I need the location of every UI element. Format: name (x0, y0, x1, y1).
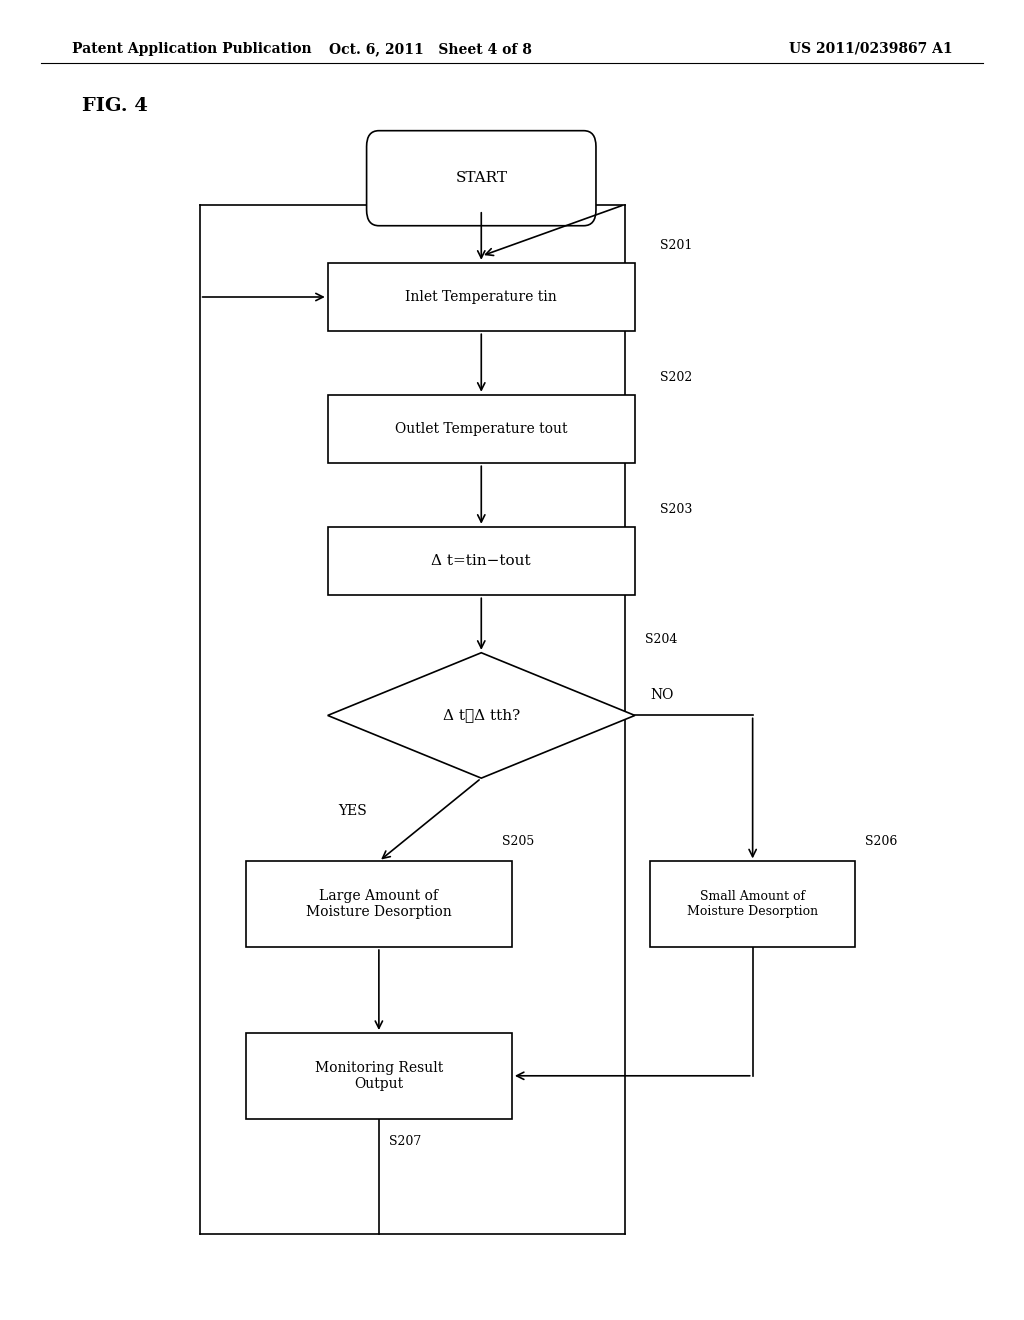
Text: Inlet Temperature tin: Inlet Temperature tin (406, 290, 557, 304)
Bar (328, 395, 635, 463)
Text: Δ t≧Δ tth?: Δ t≧Δ tth? (442, 709, 520, 722)
Text: Δ t=tin−tout: Δ t=tin−tout (431, 554, 531, 568)
Text: S203: S203 (660, 503, 693, 516)
Text: Monitoring Result
Output: Monitoring Result Output (314, 1061, 443, 1090)
Text: START: START (456, 172, 507, 185)
Text: Oct. 6, 2011   Sheet 4 of 8: Oct. 6, 2011 Sheet 4 of 8 (329, 42, 531, 55)
Text: US 2011/0239867 A1: US 2011/0239867 A1 (788, 42, 952, 55)
Text: FIG. 4: FIG. 4 (82, 96, 147, 115)
FancyBboxPatch shape (367, 131, 596, 226)
Text: Outlet Temperature tout: Outlet Temperature tout (395, 422, 567, 436)
Text: Patent Application Publication: Patent Application Publication (72, 42, 311, 55)
Bar (328, 263, 635, 331)
Text: S202: S202 (660, 371, 692, 384)
Bar (650, 862, 855, 948)
Bar (246, 862, 512, 948)
Bar (328, 527, 635, 595)
Text: S201: S201 (660, 239, 693, 252)
Text: Small Amount of
Moisture Desorption: Small Amount of Moisture Desorption (687, 890, 818, 919)
Text: S206: S206 (865, 836, 898, 847)
Text: YES: YES (338, 804, 367, 818)
Text: Large Amount of
Moisture Desorption: Large Amount of Moisture Desorption (306, 890, 452, 919)
Text: S204: S204 (645, 634, 678, 645)
Polygon shape (328, 652, 635, 777)
Text: S205: S205 (502, 836, 534, 847)
Bar (246, 1032, 512, 1119)
Text: NO: NO (650, 688, 674, 702)
Text: S207: S207 (389, 1135, 421, 1147)
